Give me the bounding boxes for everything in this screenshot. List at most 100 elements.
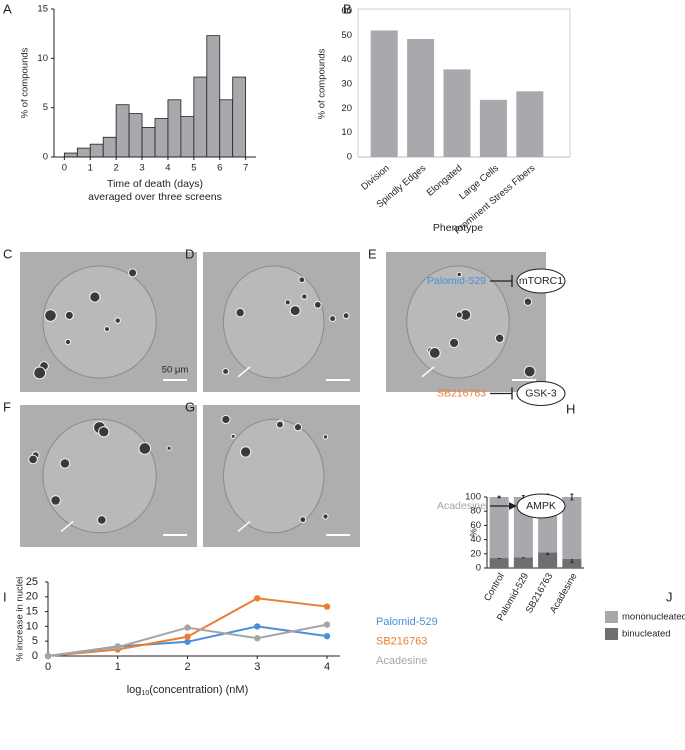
error-bar	[497, 495, 501, 499]
cell-body	[284, 299, 291, 306]
arrow	[237, 366, 251, 378]
cell-body	[235, 307, 245, 318]
bar-segment	[489, 497, 509, 559]
panel-label: J	[666, 589, 673, 604]
bar	[193, 76, 208, 158]
cell-body	[289, 305, 301, 317]
y-tick-label: 80	[470, 506, 481, 517]
data-point	[114, 643, 121, 651]
bar-segment	[562, 497, 582, 559]
y-tick-label: 10	[341, 127, 352, 138]
y-axis-label: % of compounds	[20, 47, 31, 118]
x-axis-label: Time of death (days)	[107, 178, 203, 190]
cell-body	[221, 414, 231, 425]
y-tick-label: 0	[476, 563, 481, 574]
cell-body	[166, 445, 172, 451]
drug-label: Palomid-529	[427, 275, 486, 287]
cell-body	[96, 515, 107, 525]
target-node	[516, 381, 566, 406]
target-label: mTORC1	[519, 275, 563, 287]
cell-body	[456, 271, 462, 278]
cell	[42, 418, 157, 534]
cell-body	[28, 454, 38, 465]
arrow	[237, 520, 251, 533]
cell-body	[138, 442, 152, 455]
y-tick-label: 20	[26, 591, 38, 603]
bar-segment	[538, 552, 558, 568]
cell-body	[455, 311, 463, 319]
y-tick-label: 60	[341, 6, 352, 17]
cell-body	[89, 291, 101, 303]
bar	[479, 99, 507, 157]
x-axis-label-part: log	[127, 684, 142, 696]
x-axis-label: log10(concentration) (nM)	[127, 684, 249, 697]
x-tick-label: Control	[482, 571, 507, 603]
cell-body	[523, 365, 536, 378]
cell-body	[114, 317, 121, 324]
y-tick-label: 30	[341, 79, 352, 90]
bar	[219, 99, 234, 158]
cell-body	[298, 276, 306, 284]
cell-body	[33, 366, 47, 380]
cell-body	[322, 434, 329, 440]
y-tick-label: 40	[341, 54, 352, 65]
y-tick-label: 15	[26, 606, 38, 618]
panel-label: H	[566, 401, 575, 416]
legend-label: binucleated	[622, 629, 671, 640]
y-tick-label: 5	[32, 635, 38, 647]
bar-segment	[562, 558, 582, 568]
x-tick-label: 2	[114, 163, 119, 174]
cell-body	[104, 326, 110, 333]
target-label: GSK-3	[525, 387, 557, 399]
cell-body	[293, 423, 303, 432]
y-tick-label: 10	[37, 53, 48, 64]
y-axis-label: % increase in nuclei	[15, 577, 26, 662]
cell-body	[239, 446, 252, 458]
panel-label: I	[3, 589, 7, 604]
y-tick-label: 40	[470, 534, 481, 545]
panel-label: C	[3, 246, 12, 261]
cell-body	[276, 420, 284, 429]
y-tick-label: 0	[43, 152, 48, 163]
data-point	[323, 603, 331, 610]
bar	[180, 116, 195, 158]
panel-label: B	[343, 1, 352, 16]
cell-body	[222, 367, 230, 375]
error-bar	[570, 493, 574, 501]
panel-label: D	[185, 246, 194, 261]
data-point	[254, 635, 261, 642]
bar	[206, 35, 221, 158]
arrow	[421, 366, 435, 378]
x-axis-label-sub: 10	[141, 690, 149, 697]
data-point	[254, 623, 261, 630]
panel-label: F	[3, 399, 11, 414]
legend-swatch	[605, 611, 618, 623]
bar	[370, 30, 398, 157]
bar-segment	[489, 558, 509, 568]
x-axis-label: Phenotype	[433, 222, 483, 234]
drug-label: SB216763	[437, 387, 486, 399]
legend-label: mononucleated	[622, 612, 685, 623]
target-node	[516, 493, 566, 519]
panel-label: A	[3, 1, 12, 16]
data-point	[44, 652, 52, 660]
x-tick-label: Division	[359, 163, 392, 193]
x-tick-label: 7	[243, 163, 248, 174]
bar	[141, 127, 156, 158]
bar-segment	[513, 557, 533, 568]
y-tick-label: 0	[32, 650, 38, 662]
bar	[167, 99, 182, 158]
x-tick-label: 0	[62, 163, 67, 174]
cell-body	[230, 433, 236, 439]
cell-body	[59, 458, 71, 469]
bar	[232, 76, 247, 158]
y-axis-label: % of compounds	[317, 48, 328, 119]
x-axis-label: averaged over three screens	[88, 191, 222, 203]
data-point	[323, 621, 331, 628]
data-point	[254, 595, 261, 602]
cell-body	[342, 312, 350, 320]
x-tick-label: 4	[324, 661, 330, 673]
x-tick-label: 2	[184, 661, 190, 673]
bar	[443, 69, 471, 157]
